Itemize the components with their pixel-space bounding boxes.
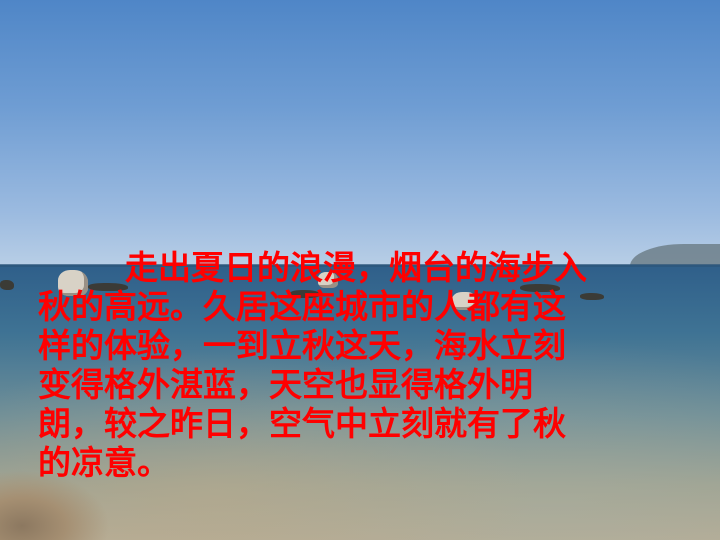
text-line: 朗，较之昨日，空气中立刻就有了秋 [38, 404, 566, 443]
rock [290, 290, 320, 298]
body-text: 走出夏日的浪漫，烟台的海步入 秋的高远。久居这座城市的人都有这 样的体验，一到立… [38, 248, 688, 482]
rock [520, 284, 560, 292]
rock [580, 293, 604, 300]
text-line: 样的体验，一到立秋这天，海水立刻 [38, 326, 566, 365]
text-line: 秋的高远。久居这座城市的人都有这 [38, 287, 566, 326]
text-line: 走出夏日的浪漫，烟台的海步入 [125, 248, 587, 287]
rock [452, 292, 478, 310]
rock [0, 280, 14, 290]
horizon [0, 264, 720, 267]
sea-background [0, 265, 720, 540]
rock [88, 283, 128, 291]
text-line: 的凉意。 [38, 443, 170, 482]
text-line: 变得格外湛蓝，天空也显得格外明 [38, 365, 533, 404]
sky-background [0, 0, 720, 268]
rock [58, 270, 88, 296]
distant-headland [630, 244, 720, 266]
shore-rocks [0, 470, 110, 540]
rock [318, 272, 338, 288]
